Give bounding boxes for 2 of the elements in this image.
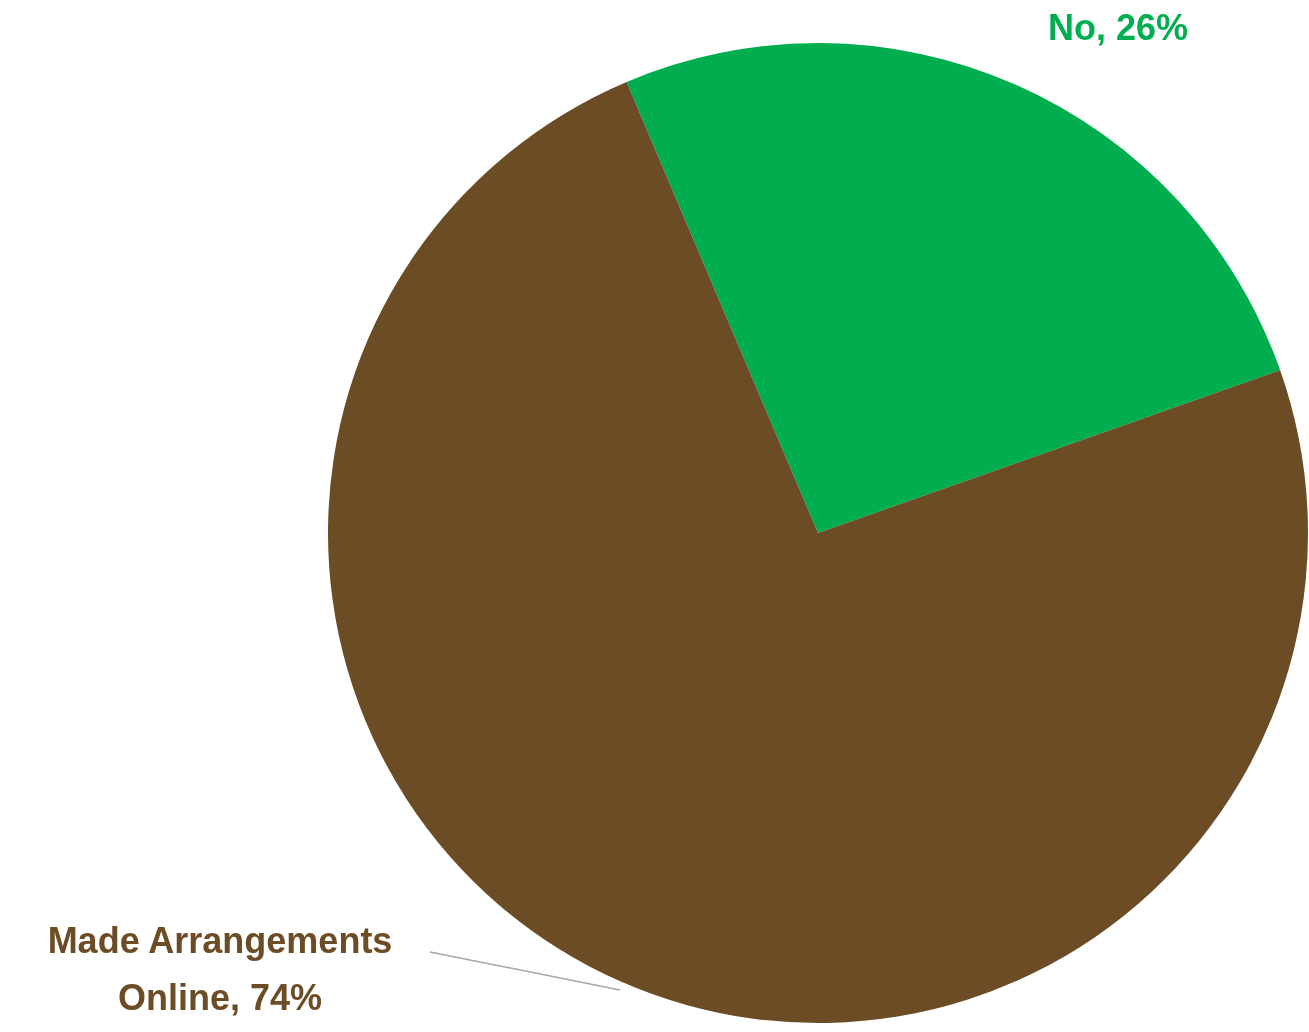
slice-label: No, 26%: [1047, 6, 1189, 48]
slice-label: Made Arrangements Online, 74%: [47, 919, 393, 1018]
